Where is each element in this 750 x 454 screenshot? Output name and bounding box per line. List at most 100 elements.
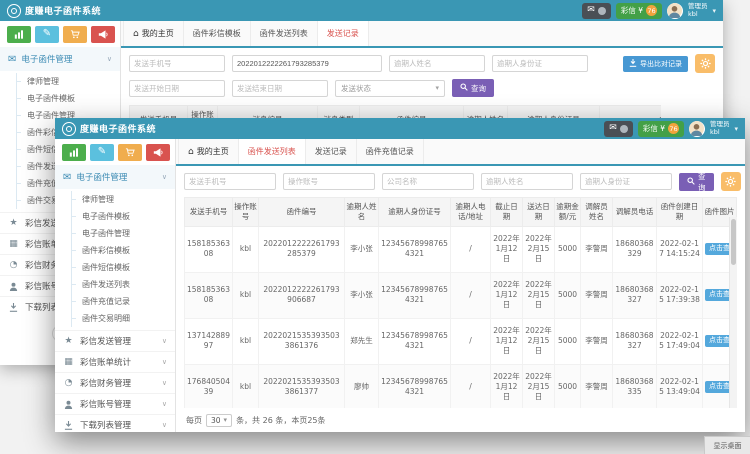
view-image-button[interactable]: 点击查看	[705, 381, 737, 394]
sidebar-group[interactable]: ★ 彩信发送管理 ∨	[55, 330, 175, 351]
send-status-select[interactable]: 发送状态 ▾	[335, 79, 445, 97]
tab-函件彩信模板[interactable]: 函件彩信模板	[184, 21, 251, 46]
pagination: 每页 30 ▾ 条，共 26 条，本页25条	[176, 408, 745, 432]
search-field[interactable]	[129, 55, 225, 72]
status-dot-icon	[619, 124, 628, 133]
status-dot-icon	[597, 6, 606, 15]
mail-badge[interactable]: ✉	[582, 2, 611, 19]
sidebar-group[interactable]: ▦ 彩信账单统计 ∨	[55, 351, 175, 372]
sidebar-item[interactable]: 律师管理	[0, 73, 120, 90]
search-field[interactable]	[129, 79, 225, 97]
mms-balance-badge[interactable]: 彩信 ¥ 76	[615, 2, 662, 19]
sidebar-item[interactable]: 电子函件模板	[0, 90, 120, 107]
sidebar-item[interactable]: 函件交易明细	[0, 192, 120, 209]
megaphone-toolbar-button[interactable]	[146, 143, 170, 161]
tab-发送记录[interactable]: 发送记录	[306, 139, 357, 164]
show-desktop-button[interactable]: 显示桌面	[704, 436, 750, 454]
settings-button[interactable]	[695, 54, 715, 73]
view-image-button[interactable]: 点击查看	[705, 335, 737, 347]
search-field[interactable]	[382, 173, 474, 190]
export-button[interactable]: 导出比对记录	[623, 55, 688, 72]
sidebar-item[interactable]: 函件发送列表	[0, 158, 120, 175]
sidebar-group[interactable]: 下载列表管理 ∨	[55, 414, 175, 432]
cart-toolbar-button[interactable]	[118, 143, 142, 161]
cell: 2022012222261793285379	[258, 225, 345, 273]
sidebar-item[interactable]: 函件交易明细	[55, 310, 175, 327]
search-field[interactable]	[492, 55, 588, 72]
sidebar-item[interactable]: 函件彩信模板	[55, 242, 175, 259]
cell: 2022-02-15 17:39:38	[656, 271, 703, 319]
sidebar-item[interactable]: 电子函件管理	[0, 107, 120, 124]
tab-函件发送列表[interactable]: 函件发送列表	[251, 21, 318, 46]
user-menu[interactable]: 管理员 kbl	[688, 2, 708, 18]
mms-balance-badge[interactable]: 彩信 ¥ 76	[637, 120, 684, 137]
mail-badge[interactable]: ✉	[604, 120, 633, 137]
search-field[interactable]	[184, 173, 276, 190]
select-value: 发送状态	[341, 83, 371, 93]
tab-发送记录[interactable]: 发送记录	[317, 21, 369, 46]
sidebar-item[interactable]: 函件短信模板	[55, 259, 175, 276]
tab-我的主页[interactable]: ⌂ 我的主页	[123, 21, 184, 46]
sidebar-item[interactable]: 函件短信模板	[0, 141, 120, 158]
sidebar-parent-letter-mgmt[interactable]: ✉ 电子函件管理 ∨	[55, 165, 175, 189]
column-header: 调解员电话	[612, 197, 657, 227]
cell: kbl	[232, 317, 259, 365]
mms-balance-label: 彩信 ¥	[620, 6, 643, 15]
sidebar-item[interactable]: 函件充值记录	[55, 293, 175, 310]
query-button[interactable]: 查询	[679, 172, 714, 192]
chevron-down-icon: ∨	[161, 421, 167, 429]
table-row: 15818536308 kbl 2022012222261793906687 李小张 1…	[184, 271, 737, 319]
sidebar-group[interactable]: 彩信账号管理 ∨	[55, 393, 175, 414]
cell: 5000	[554, 271, 581, 319]
view-image-button[interactable]: 点击查看	[705, 289, 737, 301]
cell: 2022年2月15日	[522, 271, 555, 319]
pencil-toolbar-button[interactable]: ✎	[35, 25, 59, 43]
avatar[interactable]	[666, 2, 683, 19]
tab-我的主页[interactable]: ⌂ 我的主页	[178, 139, 239, 164]
sidebar-item[interactable]: 电子函件模板	[55, 208, 175, 225]
sidebar-parent-letter-mgmt[interactable]: ✉ 电子函件管理 ∨	[0, 47, 120, 71]
megaphone-toolbar-button[interactable]	[91, 25, 115, 43]
pagination-summary: 条，共 26 条，本页25条	[236, 415, 326, 425]
search-field[interactable]	[283, 173, 375, 190]
cart-toolbar-button[interactable]	[63, 25, 87, 43]
chart-toolbar-button[interactable]	[62, 143, 86, 161]
view-image-button[interactable]: 点击查看	[705, 243, 737, 255]
tab-函件充值记录[interactable]: 函件充值记录	[357, 139, 424, 164]
sidebar-group-label: 彩信财务管理	[80, 379, 132, 389]
settings-button[interactable]	[720, 172, 741, 191]
cell: 廖帅	[344, 363, 379, 408]
sidebar-item[interactable]: 函件发送列表	[55, 276, 175, 293]
download-icon	[63, 420, 74, 430]
search-field[interactable]	[481, 173, 573, 190]
sidebar-group[interactable]: ◔ 彩信财务管理 ∨	[55, 372, 175, 393]
tab-函件发送列表[interactable]: 函件发送列表	[238, 139, 306, 164]
cell: /	[450, 363, 491, 408]
query-button[interactable]: 查询	[452, 79, 494, 97]
search-field[interactable]	[232, 55, 382, 72]
search-field[interactable]	[580, 173, 672, 190]
cell: 2022-02-15 17:49:04	[656, 317, 703, 365]
scrollbar-thumb[interactable]	[731, 219, 736, 265]
table-scrollbar[interactable]	[729, 217, 737, 408]
grid-icon: ▦	[9, 238, 18, 249]
user-menu[interactable]: 管理员 kbl	[710, 120, 730, 136]
cell: 郑先生	[344, 317, 379, 365]
cell: 李警周	[580, 225, 613, 273]
sidebar-item[interactable]: 电子函件管理	[55, 225, 175, 242]
avatar[interactable]	[688, 120, 705, 137]
cell: 18680368335	[612, 363, 657, 408]
sidebar-item[interactable]: 函件彩信模板	[0, 124, 120, 141]
sidebar-item[interactable]: 函件充值记录	[0, 175, 120, 192]
chart-toolbar-button[interactable]	[7, 25, 31, 43]
table-row: 15818536308 kbl 2022012222261793285379 李小张 1…	[184, 225, 737, 273]
page-size-select[interactable]: 30 ▾	[206, 413, 233, 427]
cell: 2022-02-15 13:49:04	[656, 363, 703, 408]
pencil-toolbar-button[interactable]: ✎	[90, 143, 114, 161]
search-field[interactable]	[389, 55, 485, 72]
column-header: 送达日期	[522, 197, 555, 227]
sidebar-item[interactable]: 律师管理	[55, 191, 175, 208]
search-row: 查询	[176, 166, 745, 193]
search-field[interactable]	[232, 79, 328, 97]
